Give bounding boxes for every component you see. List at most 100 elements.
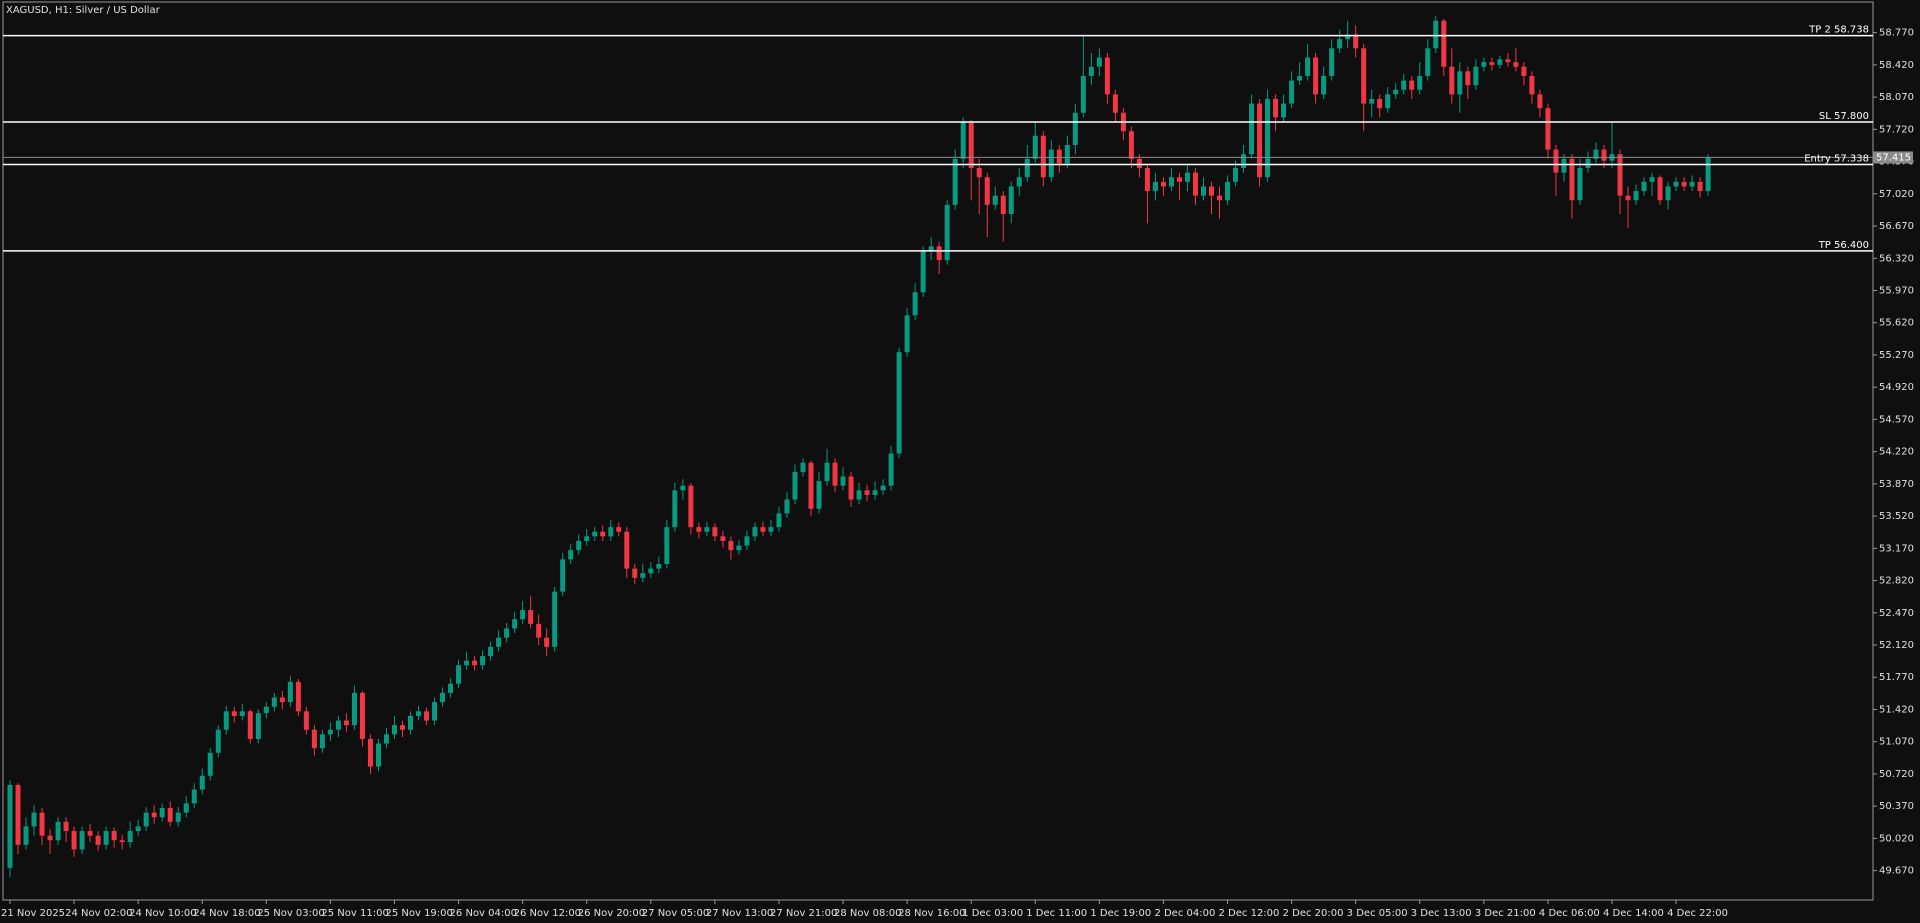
candle-body (1048, 149, 1054, 178)
candle-body (520, 610, 526, 620)
candle-body (1184, 172, 1190, 182)
candle-body (1601, 149, 1607, 161)
candle-body (1617, 154, 1623, 196)
candle-body (1585, 158, 1591, 169)
candle-body (183, 803, 189, 813)
candle-body (504, 628, 510, 638)
candle-body (1273, 98, 1279, 118)
x-tick-label: 25 Nov 19:00 (385, 908, 452, 919)
candle-body (616, 527, 622, 532)
candle-body (584, 536, 590, 541)
candle-body (1112, 94, 1118, 113)
candle-body (1297, 75, 1303, 81)
y-tick-label: 57.720 (1879, 124, 1914, 135)
candle-body (600, 531, 606, 537)
candle-body (319, 734, 325, 749)
candle-body (191, 789, 197, 804)
y-tick-label: 51.420 (1879, 704, 1914, 715)
candle-body (1281, 103, 1287, 118)
candle-body (287, 681, 293, 703)
y-tick-label: 55.270 (1879, 350, 1914, 361)
candle-body (1144, 168, 1150, 192)
candle-body (840, 476, 846, 486)
candle-body (416, 711, 422, 716)
candle-body (880, 485, 886, 491)
candle-body (632, 568, 638, 578)
candle-body (464, 660, 470, 666)
candle-body (1233, 168, 1239, 182)
x-tick-label: 26 Nov 12:00 (514, 908, 581, 919)
candle-body (688, 485, 694, 528)
candle-body (271, 697, 277, 707)
candle-body (327, 729, 333, 735)
x-tick-label: 3 Dec 21:00 (1475, 908, 1536, 919)
x-tick-label: 26 Nov 20:00 (578, 908, 645, 919)
candle-body (215, 729, 221, 753)
candle-body (1473, 66, 1479, 86)
candle-body (1329, 48, 1335, 76)
candle-body (728, 540, 734, 551)
candle-body (1513, 62, 1519, 67)
candle-body (896, 352, 902, 454)
candle-body (1465, 71, 1471, 86)
candle-body (1649, 177, 1655, 182)
candle-body (311, 729, 317, 749)
candle-body (1289, 80, 1295, 104)
candle-body (1192, 172, 1198, 196)
x-tick-label: 24 Nov 02:00 (65, 908, 132, 919)
x-tick-label: 1 Dec 11:00 (1026, 908, 1087, 919)
candle-body (1369, 98, 1375, 104)
chart-title: XAGUSD, H1: Silver / US Dollar (6, 5, 161, 16)
candle-body (159, 808, 165, 818)
y-tick-label: 52.820 (1879, 576, 1914, 587)
candle-body (1249, 103, 1255, 155)
candle-body (1409, 80, 1415, 90)
y-tick-label: 55.620 (1879, 318, 1914, 329)
candle-body (1040, 135, 1046, 178)
candle-body (1024, 158, 1030, 178)
candle-body (335, 720, 341, 730)
candle-body (1016, 177, 1022, 187)
x-tick-label: 2 Dec 04:00 (1154, 908, 1215, 919)
y-tick-label: 51.770 (1879, 672, 1914, 683)
candle-body (1168, 177, 1174, 187)
candle-body (1393, 89, 1399, 95)
candle-body (1176, 177, 1182, 182)
candle-body (1705, 157, 1711, 192)
candle-body (23, 826, 29, 845)
candle-body (1056, 149, 1062, 164)
candle-body (1689, 181, 1695, 187)
candle-body (359, 692, 365, 739)
candle-body (1673, 181, 1679, 187)
candle-body (279, 697, 285, 703)
candle-body (568, 550, 574, 560)
bid-tag (1873, 151, 1913, 164)
candle-body (15, 784, 21, 845)
candle-body (39, 812, 45, 836)
x-tick-label: 27 Nov 21:00 (770, 908, 837, 919)
candle-body (1665, 186, 1671, 201)
candle-body (512, 619, 518, 629)
candle-body (1080, 75, 1086, 113)
candle-body (239, 711, 245, 716)
candle-body (1000, 195, 1006, 215)
y-tick-label: 54.220 (1879, 447, 1914, 458)
y-tick-label: 53.170 (1879, 543, 1914, 554)
candle-body (784, 499, 790, 514)
candle-body (1008, 186, 1014, 215)
x-tick-label: 25 Nov 11:00 (321, 908, 388, 919)
candle-body (1457, 71, 1463, 95)
candle-body (760, 527, 766, 532)
candle-body (456, 665, 462, 684)
y-tick-label: 54.920 (1879, 382, 1914, 393)
candle-body (7, 784, 13, 868)
candle-body (1505, 59, 1511, 63)
candle-body (255, 713, 261, 739)
candle-body (1241, 154, 1247, 169)
candle-body (1537, 94, 1543, 109)
candle-body (55, 821, 61, 841)
candle-body (1321, 75, 1327, 95)
candle-body (912, 292, 918, 316)
candle-body (560, 559, 566, 592)
